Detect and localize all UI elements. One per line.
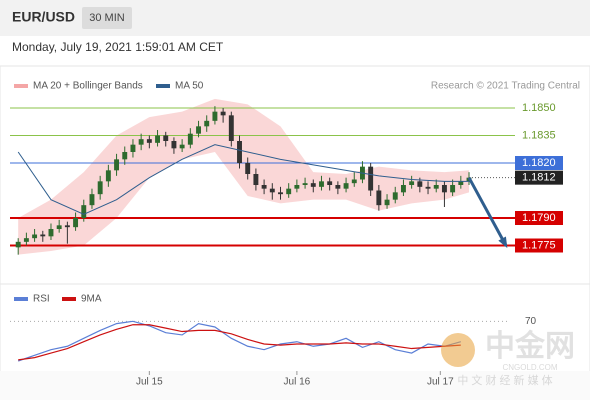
- candle-body: [237, 141, 242, 163]
- candle-body: [351, 179, 357, 184]
- candle-body: [204, 120, 210, 127]
- candle-body: [73, 218, 79, 228]
- candle-body: [458, 181, 464, 185]
- candle-body: [32, 234, 38, 239]
- candle-body: [433, 185, 439, 189]
- legend-label: 9MA: [81, 294, 102, 305]
- candle-body: [294, 185, 300, 189]
- candle-body: [302, 183, 308, 185]
- level-label: 1.1790: [522, 212, 556, 224]
- candle-body: [179, 144, 185, 149]
- candle-body: [253, 174, 259, 185]
- candle-body: [441, 185, 447, 193]
- candle-body: [122, 152, 128, 160]
- timeframe-button[interactable]: [82, 7, 132, 29]
- watermark: 中金网 CNGOLD.COM 中 文 财 经 新 媒 体: [441, 329, 575, 387]
- x-tick-label: Jul 17: [427, 377, 454, 388]
- ma50-line: [17, 144, 470, 215]
- candle-body: [114, 159, 120, 171]
- forecast-arrowhead: [498, 236, 508, 249]
- forecast-arrow: [467, 176, 508, 247]
- candle-body: [40, 234, 46, 237]
- level-box: [515, 156, 563, 170]
- candle-body: [220, 111, 226, 116]
- level-label: 1.1775: [522, 239, 556, 251]
- x-axis-band: [0, 371, 590, 400]
- legend-swatch: [14, 84, 28, 88]
- candle-body: [97, 181, 103, 195]
- credit: Research © 2021 Trading Central: [431, 81, 580, 92]
- candle-body: [319, 181, 324, 187]
- last-price-label: 1.1812: [522, 172, 556, 184]
- level-box: [515, 211, 563, 225]
- candle-body: [400, 185, 406, 193]
- candle-body: [105, 170, 111, 182]
- candle-body: [64, 225, 70, 228]
- candle-body: [376, 190, 382, 206]
- candle-body: [23, 238, 29, 242]
- candle-body: [155, 135, 160, 143]
- candle-body: [212, 111, 218, 121]
- candle-body: [310, 183, 316, 187]
- candle-body: [89, 194, 95, 206]
- candle-body: [409, 181, 415, 185]
- rsi-line: [18, 324, 461, 361]
- level-label: 1.1850: [522, 102, 556, 114]
- candle-body: [81, 205, 87, 218]
- last-price-box: [515, 170, 563, 185]
- watermark-slogan: 中 文 财 经 新 媒 体: [457, 373, 552, 387]
- candle-body: [15, 241, 21, 248]
- candle-body: [56, 225, 62, 229]
- candle-body: [138, 139, 144, 145]
- level-label: 1.1835: [522, 129, 556, 141]
- candle-body: [269, 188, 275, 193]
- legend-label: RSI: [33, 294, 50, 305]
- candle-body: [163, 135, 169, 141]
- legend-swatch: [156, 84, 170, 88]
- y-tick-label: 70: [525, 316, 537, 327]
- candle-body: [384, 199, 390, 206]
- watermark-logo: [441, 333, 475, 367]
- x-tick-label: Jul 15: [136, 377, 163, 388]
- candle-body: [146, 139, 152, 143]
- candle-body: [450, 185, 456, 193]
- level-label: 1.1820: [522, 157, 556, 169]
- candle-body: [335, 185, 341, 189]
- candle-body: [368, 166, 374, 191]
- candle-body: [228, 115, 234, 141]
- candle-body: [343, 183, 349, 189]
- timestamp: Monday, July 19, 2021 1:59:01 AM CET: [12, 40, 224, 54]
- candle-body: [187, 133, 193, 145]
- legend-label: MA 50: [175, 81, 204, 92]
- candle-body: [417, 181, 423, 187]
- candle-body: [196, 126, 201, 134]
- candle-body: [278, 192, 283, 195]
- candle-body: [425, 186, 431, 189]
- legend-label: MA 20 + Bollinger Bands: [33, 81, 143, 92]
- watermark-brand: 中金网: [485, 329, 575, 363]
- candle-body: [327, 181, 333, 185]
- candle-body: [245, 163, 251, 174]
- candle-body: [48, 229, 54, 237]
- symbol: EUR/USD: [12, 9, 75, 25]
- candle-body: [261, 185, 267, 189]
- legend-swatch: [14, 297, 28, 301]
- level-box: [515, 238, 563, 253]
- bollinger-band: [18, 98, 470, 255]
- legend-swatch: [62, 297, 76, 301]
- candle-body: [392, 192, 398, 200]
- timeframe[interactable]: 30 MIN: [89, 12, 125, 24]
- candle-body: [171, 141, 177, 149]
- candle-body: [130, 144, 136, 152]
- watermark-site: CNGOLD.COM: [502, 363, 557, 372]
- candle-body: [286, 188, 292, 195]
- x-tick-label: Jul 16: [284, 377, 311, 388]
